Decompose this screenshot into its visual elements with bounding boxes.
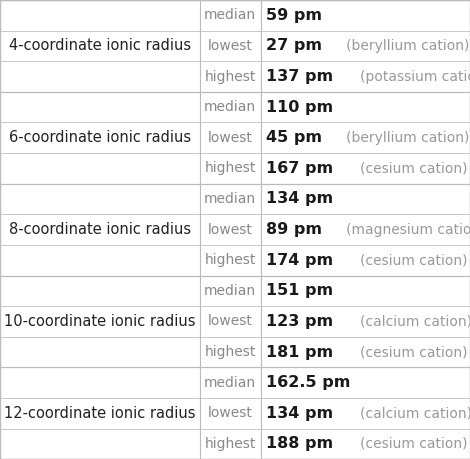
Text: 151 pm: 151 pm — [266, 283, 334, 298]
Text: 12-coordinate ionic radius: 12-coordinate ionic radius — [4, 406, 196, 421]
Text: 89 pm: 89 pm — [266, 222, 322, 237]
Text: 134 pm: 134 pm — [266, 191, 334, 207]
Text: (potassium cation): (potassium cation) — [360, 69, 470, 84]
Text: highest: highest — [204, 253, 256, 267]
Text: median: median — [204, 192, 256, 206]
Text: 174 pm: 174 pm — [266, 253, 334, 268]
Text: median: median — [204, 8, 256, 22]
Text: 181 pm: 181 pm — [266, 345, 334, 359]
Text: median: median — [204, 375, 256, 390]
Text: 59 pm: 59 pm — [266, 8, 322, 23]
Text: lowest: lowest — [208, 314, 253, 329]
Text: median: median — [204, 100, 256, 114]
Text: 188 pm: 188 pm — [266, 437, 334, 451]
Text: lowest: lowest — [208, 223, 253, 237]
Text: (cesium cation): (cesium cation) — [360, 253, 468, 267]
Text: 167 pm: 167 pm — [266, 161, 334, 176]
Text: highest: highest — [204, 69, 256, 84]
Text: (magnesium cation): (magnesium cation) — [346, 223, 470, 237]
Text: 27 pm: 27 pm — [266, 39, 322, 53]
Text: 134 pm: 134 pm — [266, 406, 334, 421]
Text: 162.5 pm: 162.5 pm — [266, 375, 351, 390]
Text: median: median — [204, 284, 256, 298]
Text: lowest: lowest — [208, 406, 253, 420]
Text: (cesium cation): (cesium cation) — [360, 437, 468, 451]
Text: 123 pm: 123 pm — [266, 314, 334, 329]
Text: highest: highest — [204, 345, 256, 359]
Text: 10-coordinate ionic radius: 10-coordinate ionic radius — [4, 314, 196, 329]
Text: lowest: lowest — [208, 131, 253, 145]
Text: 110 pm: 110 pm — [266, 100, 334, 115]
Text: 6-coordinate ionic radius: 6-coordinate ionic radius — [9, 130, 191, 145]
Text: (beryllium cation): (beryllium cation) — [346, 39, 469, 53]
Text: highest: highest — [204, 162, 256, 175]
Text: 137 pm: 137 pm — [266, 69, 334, 84]
Text: 45 pm: 45 pm — [266, 130, 322, 145]
Text: 8-coordinate ionic radius: 8-coordinate ionic radius — [9, 222, 191, 237]
Text: (cesium cation): (cesium cation) — [360, 162, 468, 175]
Text: (calcium cation): (calcium cation) — [360, 406, 470, 420]
Text: highest: highest — [204, 437, 256, 451]
Text: lowest: lowest — [208, 39, 253, 53]
Text: (beryllium cation): (beryllium cation) — [346, 131, 469, 145]
Text: (calcium cation): (calcium cation) — [360, 314, 470, 329]
Text: (cesium cation): (cesium cation) — [360, 345, 468, 359]
Text: 4-coordinate ionic radius: 4-coordinate ionic radius — [9, 39, 191, 53]
